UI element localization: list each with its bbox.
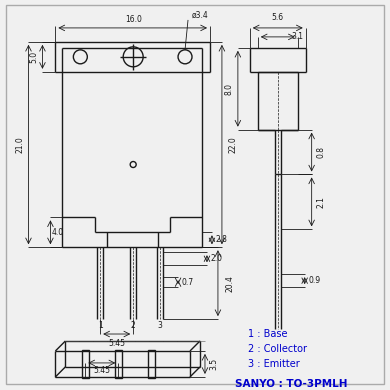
Bar	[148, 350, 154, 378]
Text: 2 : Collector: 2 : Collector	[248, 344, 307, 354]
Text: 5.45: 5.45	[108, 339, 125, 349]
Text: 0.9: 0.9	[308, 276, 321, 285]
Text: 3 : Emitter: 3 : Emitter	[248, 359, 300, 369]
Text: 4.0: 4.0	[51, 228, 64, 237]
Text: 1 : Base: 1 : Base	[248, 329, 287, 339]
Text: 8.0: 8.0	[224, 83, 233, 95]
Text: SANYO : TO-3PMLH: SANYO : TO-3PMLH	[235, 379, 347, 389]
Text: 2: 2	[131, 321, 136, 330]
Text: 2.0: 2.0	[211, 254, 223, 263]
Text: 20.4: 20.4	[225, 275, 234, 292]
Text: 0.8: 0.8	[316, 146, 325, 158]
Text: 16.0: 16.0	[125, 16, 142, 25]
Text: 0.7: 0.7	[182, 278, 194, 287]
Text: 1: 1	[98, 321, 103, 330]
Text: 5.6: 5.6	[272, 13, 284, 23]
Text: 22.0: 22.0	[229, 136, 238, 153]
Text: 3: 3	[158, 321, 163, 330]
Text: 21.0: 21.0	[15, 136, 24, 153]
Bar	[82, 350, 89, 378]
Text: 2.1: 2.1	[316, 196, 325, 208]
Bar	[115, 350, 122, 378]
Text: 2.8: 2.8	[216, 235, 228, 244]
Text: 5.45: 5.45	[93, 366, 110, 376]
Text: ø3.4: ø3.4	[191, 11, 208, 20]
Text: 3.5: 3.5	[209, 358, 218, 370]
Text: 3.1: 3.1	[292, 32, 304, 41]
Text: 5.0: 5.0	[29, 51, 38, 63]
